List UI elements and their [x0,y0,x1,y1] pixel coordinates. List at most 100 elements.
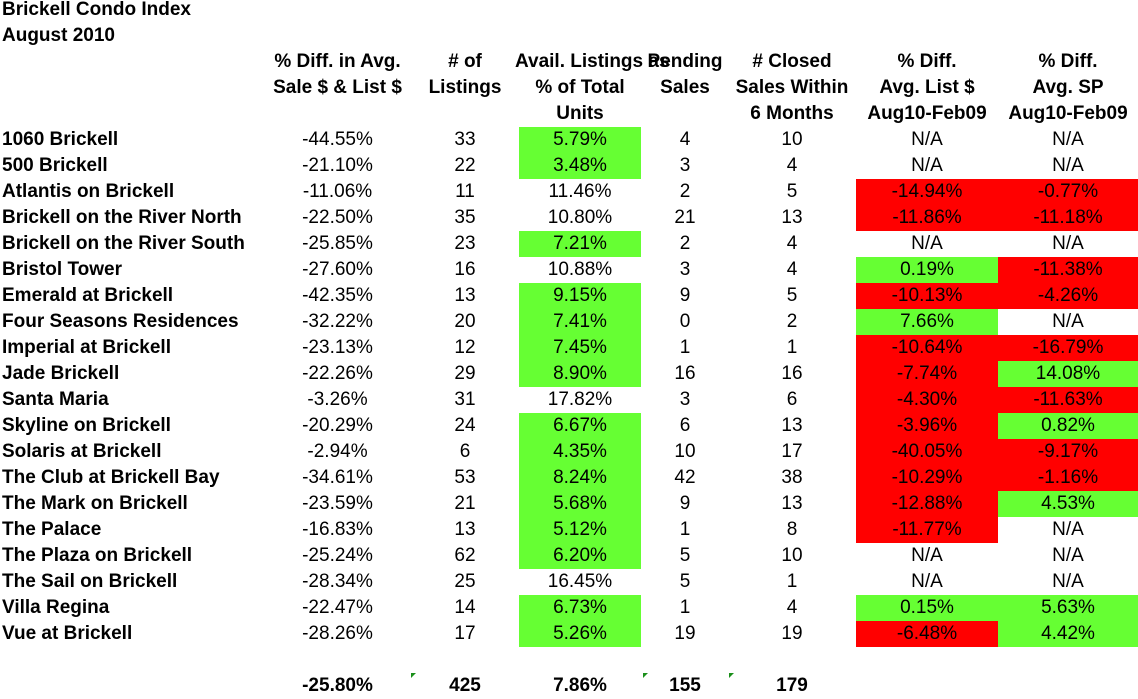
listings-cell[interactable]: 13 [454,285,476,306]
avg-sp-diff-cell[interactable]: -0.77% [998,179,1138,205]
building-name-cell[interactable]: The Palace [2,519,102,540]
building-name-cell[interactable]: Four Seasons Residences [2,311,239,332]
building-name-cell[interactable]: 1060 Brickell [2,129,119,150]
avg-list-diff-cell[interactable]: -11.86% [856,205,998,231]
pct-units-cell[interactable]: 5.12% [519,517,641,543]
avg-sp-diff-cell[interactable]: -1.16% [998,465,1138,491]
listings-cell[interactable]: 24 [454,415,476,436]
pending-cell[interactable]: 19 [674,623,696,644]
avg-sp-diff-cell[interactable]: N/A [1052,233,1084,254]
pct-units-cell[interactable]: 4.35% [519,439,641,465]
listings-cell[interactable]: 53 [454,467,476,488]
building-name-cell[interactable]: Brickell on the River North [2,207,242,228]
building-name-cell[interactable]: The Club at Brickell Bay [2,467,220,488]
listings-cell[interactable]: 35 [454,207,476,228]
listings-cell[interactable]: 13 [454,519,476,540]
avg-sp-diff-cell[interactable]: -11.63% [998,387,1138,413]
diff-sale-list-cell[interactable]: -27.60% [302,259,373,280]
pct-units-cell[interactable]: 5.79% [519,127,641,153]
closed-cell[interactable]: 4 [786,233,798,254]
avg-sp-diff-cell[interactable]: 5.63% [998,595,1138,621]
avg-sp-diff-cell[interactable]: 14.08% [998,361,1138,387]
building-name-cell[interactable]: Bristol Tower [2,259,122,280]
pending-cell[interactable]: 42 [674,467,696,488]
closed-cell[interactable]: 5 [786,285,798,306]
pct-units-cell[interactable]: 6.73% [519,595,641,621]
avg-list-diff-cell[interactable]: 7.66% [856,309,998,335]
diff-sale-list-cell[interactable]: -28.26% [302,623,373,644]
pct-units-cell[interactable]: 9.15% [519,283,641,309]
pending-cell[interactable]: 9 [679,493,691,514]
building-name-cell[interactable]: Solaris at Brickell [2,441,162,462]
pending-cell[interactable]: 1 [679,519,691,540]
avg-list-diff-cell[interactable]: -10.13% [856,283,998,309]
pending-cell[interactable]: 2 [679,181,691,202]
pct-units-cell[interactable]: 6.67% [519,413,641,439]
diff-sale-list-cell[interactable]: -23.59% [302,493,373,514]
closed-cell[interactable]: 1 [786,337,798,358]
pending-cell[interactable]: 10 [674,441,696,462]
avg-list-diff-cell[interactable]: N/A [911,233,943,254]
building-name-cell[interactable]: Emerald at Brickell [2,285,174,306]
pending-cell[interactable]: 2 [679,233,691,254]
diff-sale-list-cell[interactable]: -20.29% [302,415,373,436]
avg-sp-diff-cell[interactable]: N/A [1052,545,1084,566]
pct-units-cell[interactable]: 10.80% [547,207,613,228]
avg-sp-diff-cell[interactable]: 0.82% [998,413,1138,439]
listings-cell[interactable]: 16 [454,259,476,280]
avg-list-diff-cell[interactable]: 0.15% [856,595,998,621]
building-name-cell[interactable]: The Plaza on Brickell [2,545,193,566]
building-name-cell[interactable]: Vue at Brickell [2,623,133,644]
avg-list-diff-cell[interactable]: N/A [911,129,943,150]
closed-cell[interactable]: 8 [786,519,798,540]
pct-units-cell[interactable]: 17.82% [547,389,613,410]
closed-cell[interactable]: 10 [781,129,803,150]
closed-cell[interactable]: 4 [786,155,798,176]
building-name-cell[interactable]: Brickell on the River South [2,233,245,254]
avg-sp-diff-cell[interactable]: -11.38% [998,257,1138,283]
diff-sale-list-cell[interactable]: -42.35% [302,285,373,306]
closed-cell[interactable]: 1 [786,571,798,592]
total-diff-cell[interactable]: -25.80% [302,675,373,696]
diff-sale-list-cell[interactable]: -44.55% [302,129,373,150]
pending-cell[interactable]: 3 [679,389,691,410]
listings-cell[interactable]: 21 [454,493,476,514]
closed-cell[interactable]: 4 [786,597,798,618]
pct-units-cell[interactable]: 5.26% [519,621,641,647]
pct-units-cell[interactable]: 7.21% [519,231,641,257]
pending-cell[interactable]: 3 [679,155,691,176]
listings-cell[interactable]: 20 [454,311,476,332]
avg-list-diff-cell[interactable]: -7.74% [856,361,998,387]
avg-list-diff-cell[interactable]: N/A [911,155,943,176]
diff-sale-list-cell[interactable]: -34.61% [302,467,373,488]
diff-sale-list-cell[interactable]: -16.83% [302,519,373,540]
pct-units-cell[interactable]: 16.45% [547,571,613,592]
pending-cell[interactable]: 4 [679,129,691,150]
closed-cell[interactable]: 13 [781,493,803,514]
diff-sale-list-cell[interactable]: -28.34% [302,571,373,592]
listings-cell[interactable]: 22 [454,155,476,176]
pct-units-cell[interactable]: 11.46% [548,181,612,202]
pending-cell[interactable]: 16 [674,363,696,384]
total-closed-cell[interactable]: 179 [776,675,808,696]
building-name-cell[interactable]: The Sail on Brickell [2,571,178,592]
avg-sp-diff-cell[interactable]: 4.53% [998,491,1138,517]
total-listings-cell[interactable]: 425 [449,675,481,696]
building-name-cell[interactable]: The Mark on Brickell [2,493,188,514]
diff-sale-list-cell[interactable]: -2.94% [307,441,368,462]
building-name-cell[interactable]: Jade Brickell [2,363,120,384]
pending-cell[interactable]: 0 [679,311,691,332]
avg-sp-diff-cell[interactable]: -4.26% [998,283,1138,309]
building-name-cell[interactable]: Skyline on Brickell [2,415,171,436]
closed-cell[interactable]: 10 [781,545,803,566]
closed-cell[interactable]: 2 [786,311,798,332]
pct-units-cell[interactable]: 7.41% [519,309,641,335]
avg-sp-diff-cell[interactable]: N/A [1052,571,1084,592]
closed-cell[interactable]: 19 [781,623,803,644]
avg-sp-diff-cell[interactable]: N/A [1052,155,1084,176]
pct-units-cell[interactable]: 10.88% [547,259,613,280]
listings-cell[interactable]: 17 [454,623,476,644]
diff-sale-list-cell[interactable]: -3.26% [307,389,368,410]
listings-cell[interactable]: 23 [454,233,476,254]
diff-sale-list-cell[interactable]: -23.13% [302,337,373,358]
